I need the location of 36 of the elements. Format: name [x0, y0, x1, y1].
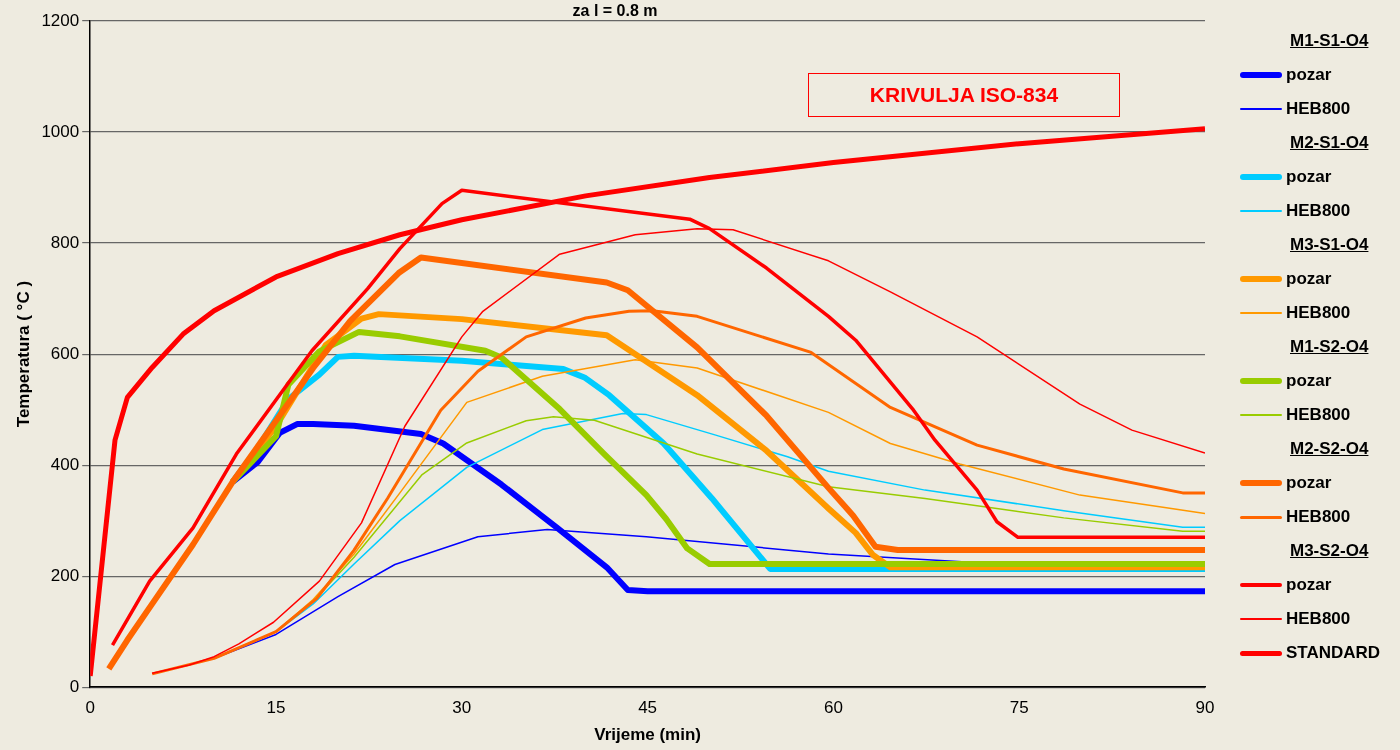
legend-label: HEB800 [1286, 99, 1351, 119]
y-tick-label: 1000 [41, 121, 80, 141]
legend-label: pozar [1286, 65, 1332, 85]
text: M2-S1-O4 [1289, 132, 1370, 154]
y-tick-label: 1200 [41, 10, 80, 30]
text: M3-S2-O4 [1289, 540, 1370, 562]
legend-label: HEB800 [1286, 201, 1351, 221]
legend-label: pozar [1286, 575, 1332, 595]
text: M1-S1-O4 [1289, 30, 1370, 52]
y-tick-label: 400 [50, 454, 80, 474]
text: M2-S2-O4 [1289, 438, 1370, 460]
x-tick-label: 0 [85, 698, 95, 718]
legend-label: HEB800 [1286, 405, 1351, 425]
legend-label: STANDARD [1286, 643, 1381, 663]
legend-label: HEB800 [1286, 303, 1351, 323]
x-tick-label: 90 [1195, 698, 1215, 718]
y-tick-label: 200 [50, 565, 80, 585]
x-tick-label: 75 [1009, 698, 1029, 718]
x-tick-label: 45 [638, 698, 658, 718]
text: M1-S2-O4 [1289, 336, 1370, 358]
legend-label: HEB800 [1286, 609, 1351, 629]
legend-label: pozar [1286, 269, 1332, 289]
x-axis-title: Vrijeme (min) [594, 725, 701, 745]
chart-title: za l = 0.8 m [572, 2, 658, 19]
y-tick-label: 0 [69, 676, 80, 696]
legend-label: pozar [1286, 167, 1332, 187]
x-tick-label: 30 [452, 698, 472, 718]
text: M3-S1-O4 [1289, 234, 1370, 256]
x-tick-label: 15 [266, 698, 286, 718]
y-tick-label: 800 [50, 232, 80, 252]
legend-label: pozar [1286, 371, 1332, 391]
legend-label: HEB800 [1286, 507, 1351, 527]
legend-label: pozar [1286, 473, 1332, 493]
y-tick-label: 600 [50, 343, 80, 363]
x-tick-label: 60 [823, 698, 843, 718]
y-axis-title: Temperatura ( °C ) [13, 280, 33, 428]
